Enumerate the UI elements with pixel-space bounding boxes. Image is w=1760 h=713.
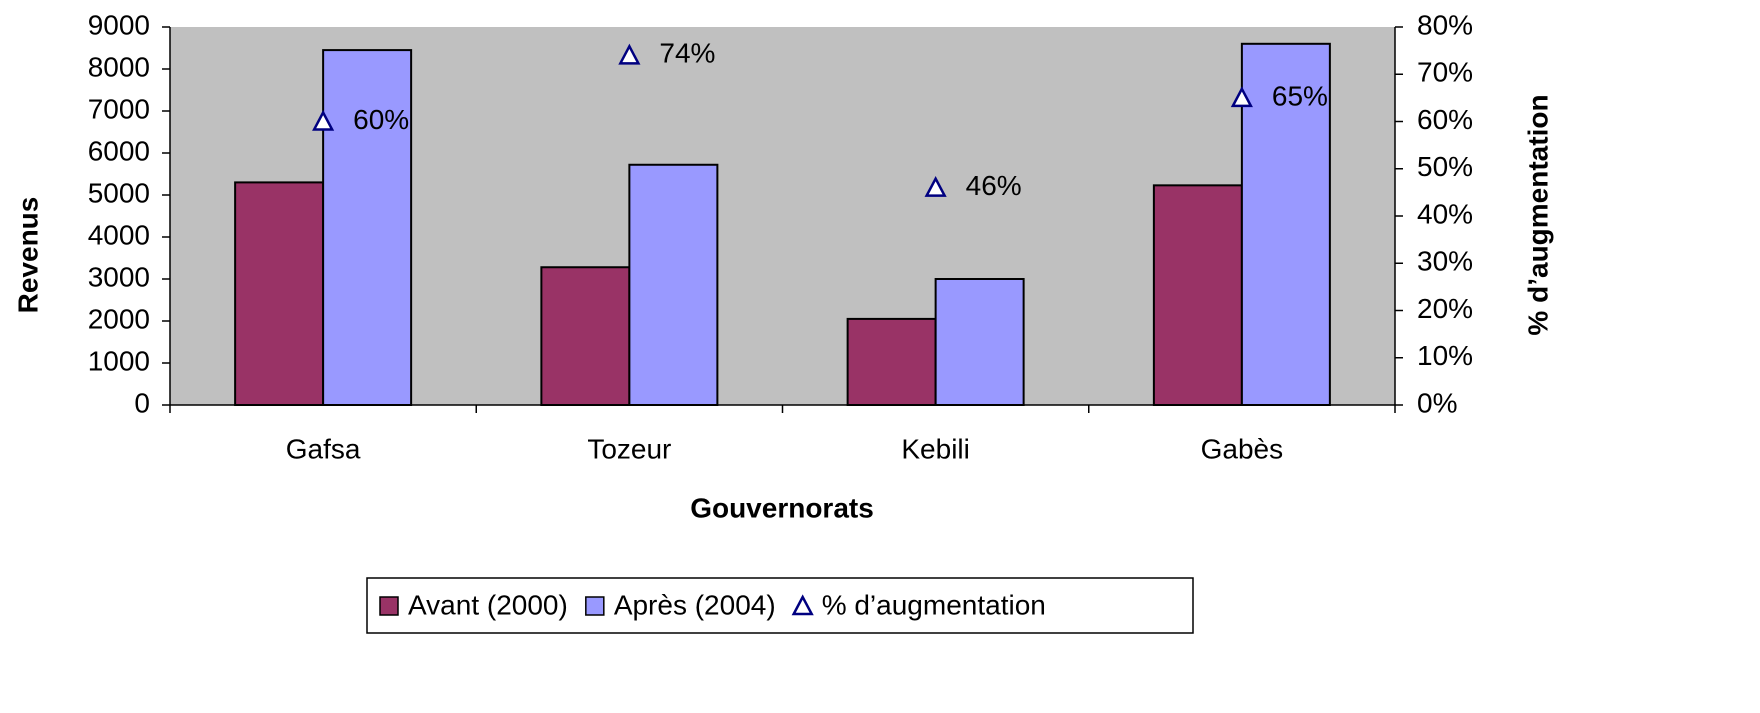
legend-marker [791, 594, 814, 616]
bar [540, 266, 631, 406]
y2-tick-label: 50% [1417, 151, 1473, 182]
bar [628, 163, 719, 406]
legend-label: Après (2004) [614, 589, 776, 620]
y-tick-label: 0 [134, 387, 150, 418]
legend-box [366, 577, 1194, 634]
y2-tick-label: 0% [1417, 387, 1457, 418]
y-tick-label: 8000 [88, 51, 150, 82]
bar [934, 278, 1025, 406]
y-tick-label: 5000 [88, 177, 150, 208]
x-axis-title: Gouvernorats [690, 492, 874, 523]
legend-label: % d’augmentation [822, 589, 1046, 620]
bar [846, 317, 937, 406]
y-axis-title: Revenus [12, 197, 43, 314]
x-tick-label: Kebili [901, 433, 969, 464]
y2-tick-label: 70% [1417, 57, 1473, 88]
data-label: 60% [353, 104, 409, 135]
marker [1230, 86, 1253, 108]
marker [924, 175, 947, 197]
y-tick-label: 6000 [88, 135, 150, 166]
data-label: 74% [659, 38, 715, 69]
y-tick-label: 2000 [88, 303, 150, 334]
y2-axis-title: % d’augmentation [1522, 94, 1553, 335]
y-tick-label: 9000 [88, 9, 150, 40]
legend-swatch [379, 596, 399, 616]
y-tick-label: 4000 [88, 219, 150, 250]
bar [234, 181, 325, 406]
marker [312, 109, 335, 131]
data-label: 65% [1272, 80, 1328, 111]
y-tick-label: 7000 [88, 93, 150, 124]
bar [1152, 184, 1243, 406]
y2-tick-label: 60% [1417, 104, 1473, 135]
legend-label: Avant (2000) [408, 589, 568, 620]
x-tick-label: Tozeur [587, 433, 671, 464]
data-label: 46% [966, 170, 1022, 201]
x-tick-label: Gafsa [286, 433, 361, 464]
y-tick-label: 1000 [88, 345, 150, 376]
y2-tick-label: 40% [1417, 198, 1473, 229]
y2-tick-label: 20% [1417, 293, 1473, 324]
bar [322, 49, 413, 406]
bar [1240, 42, 1331, 407]
y2-tick-label: 80% [1417, 9, 1473, 40]
marker [618, 43, 641, 65]
legend-swatch [585, 596, 605, 616]
y-tick-label: 3000 [88, 261, 150, 292]
y2-tick-label: 10% [1417, 340, 1473, 371]
y2-tick-label: 30% [1417, 246, 1473, 277]
x-tick-label: Gabès [1201, 433, 1284, 464]
